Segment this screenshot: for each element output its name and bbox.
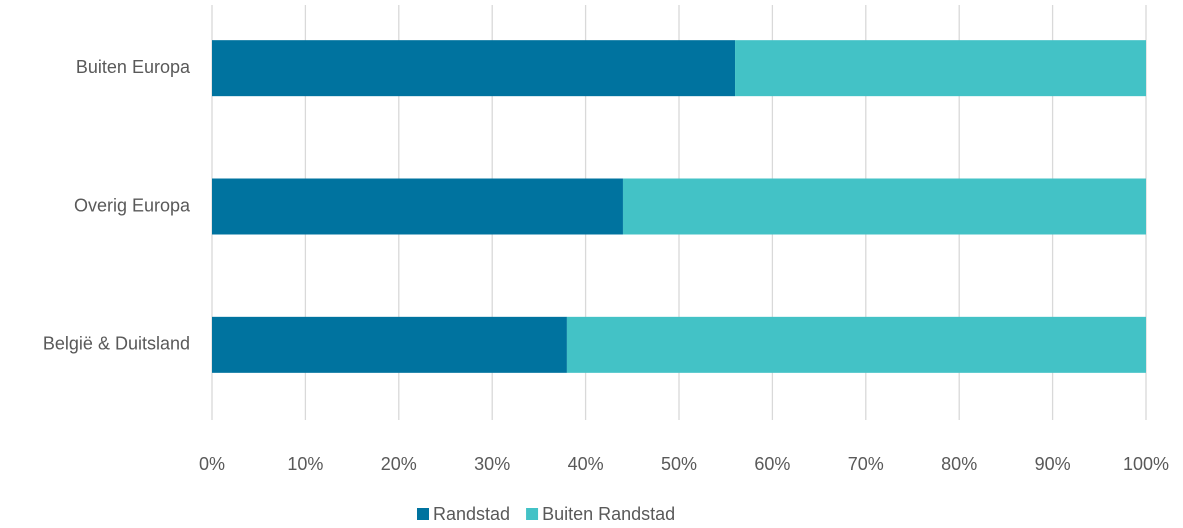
legend-swatch — [526, 508, 539, 520]
y-tick-label: België & Duitsland — [43, 334, 190, 354]
legend-label: Buiten Randstad — [542, 504, 675, 524]
x-tick-label: 80% — [941, 454, 977, 474]
x-tick-label: 0% — [199, 454, 225, 474]
x-tick-label: 60% — [754, 454, 790, 474]
legend-label: Randstad — [433, 504, 510, 524]
x-tick-label: 90% — [1035, 454, 1071, 474]
x-tick-label: 20% — [381, 454, 417, 474]
x-tick-label: 30% — [474, 454, 510, 474]
bar-segment — [566, 316, 1146, 373]
x-tick-label: 40% — [568, 454, 604, 474]
bar-segment — [622, 178, 1146, 235]
y-tick-label: Overig Europa — [74, 195, 191, 215]
bar-segment — [212, 178, 623, 235]
x-tick-label: 10% — [287, 454, 323, 474]
x-tick-label: 50% — [661, 454, 697, 474]
x-tick-label: 70% — [848, 454, 884, 474]
x-tick-label: 100% — [1123, 454, 1169, 474]
y-tick-label: Buiten Europa — [76, 57, 191, 77]
bar-segment — [212, 316, 567, 373]
bar-segment — [735, 40, 1146, 97]
legend: Randstad Buiten Randstad — [417, 504, 675, 524]
legend-swatch — [417, 508, 429, 520]
bar-segment — [212, 40, 736, 97]
